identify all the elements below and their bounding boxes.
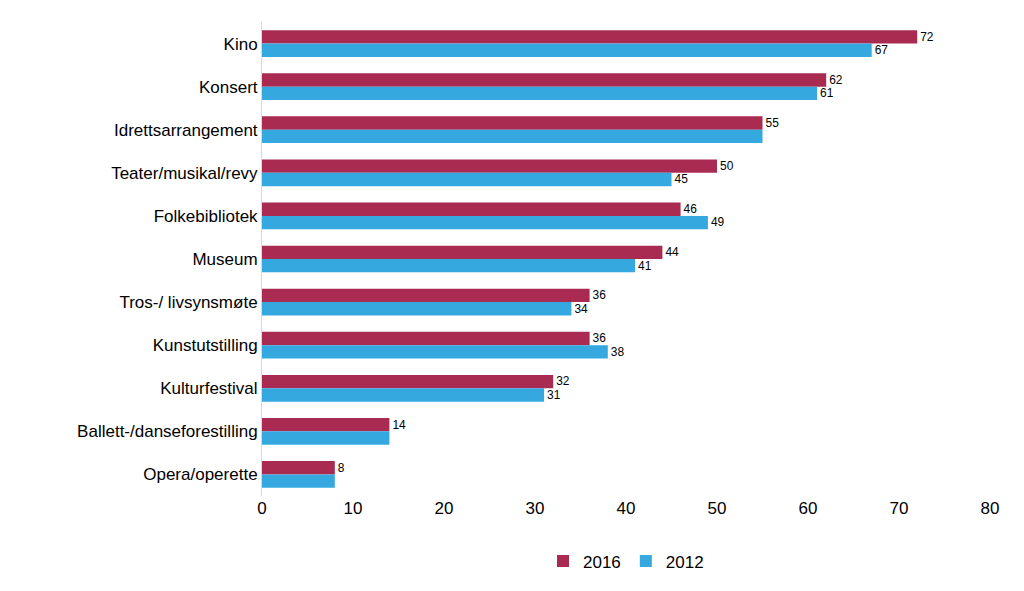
svg-text:Kino: Kino: [224, 35, 258, 54]
svg-text:32: 32: [556, 374, 570, 388]
svg-text:Folkebibliotek: Folkebibliotek: [154, 207, 258, 226]
svg-text:61: 61: [820, 86, 834, 100]
svg-text:0: 0: [257, 499, 266, 518]
svg-text:31: 31: [547, 388, 561, 402]
svg-text:Kulturfestival: Kulturfestival: [160, 379, 257, 398]
svg-text:45: 45: [675, 172, 689, 186]
svg-text:50: 50: [708, 499, 727, 518]
svg-text:Konsert: Konsert: [199, 78, 258, 97]
svg-text:14: 14: [392, 418, 406, 432]
svg-text:41: 41: [638, 259, 652, 273]
svg-text:62: 62: [829, 73, 843, 87]
svg-text:2012: 2012: [666, 553, 704, 572]
svg-text:Ballett-/danseforestilling: Ballett-/danseforestilling: [77, 422, 257, 441]
svg-text:44: 44: [665, 245, 679, 259]
svg-text:30: 30: [526, 499, 545, 518]
svg-text:80: 80: [981, 499, 1000, 518]
svg-text:36: 36: [593, 331, 607, 345]
svg-text:72: 72: [920, 30, 934, 44]
svg-text:Kunstutstilling: Kunstutstilling: [153, 336, 258, 355]
svg-text:49: 49: [711, 215, 725, 229]
svg-text:Opera/operette: Opera/operette: [143, 465, 257, 484]
svg-text:70: 70: [890, 499, 909, 518]
svg-text:60: 60: [799, 499, 818, 518]
svg-text:10: 10: [344, 499, 363, 518]
svg-text:Teater/musikal/revy: Teater/musikal/revy: [111, 164, 258, 183]
svg-text:Museum: Museum: [192, 250, 257, 269]
svg-text:2016: 2016: [583, 553, 621, 572]
svg-text:Tros-/ livsynsmøte: Tros-/ livsynsmøte: [119, 293, 257, 312]
svg-text:20: 20: [435, 499, 454, 518]
svg-text:50: 50: [720, 159, 734, 173]
svg-text:38: 38: [611, 345, 625, 359]
svg-text:8: 8: [338, 461, 345, 475]
svg-text:55: 55: [766, 116, 780, 130]
svg-text:Idrettsarrangement: Idrettsarrangement: [114, 121, 258, 140]
svg-text:36: 36: [593, 288, 607, 302]
svg-text:67: 67: [875, 43, 889, 57]
svg-text:46: 46: [684, 202, 698, 216]
svg-text:40: 40: [617, 499, 636, 518]
svg-text:34: 34: [574, 302, 588, 316]
